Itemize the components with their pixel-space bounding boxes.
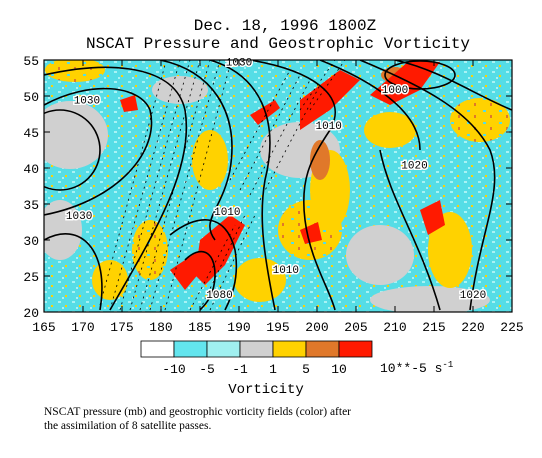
x-tick-label: 165	[32, 320, 55, 335]
colorbar-tick-label: 10	[331, 362, 347, 377]
x-tick-label: 190	[227, 320, 250, 335]
y-tick-label: 50	[23, 90, 39, 105]
colorbar-label: Vorticity	[228, 382, 304, 398]
colorbar-tick-label: -1	[232, 362, 248, 377]
caption-line-2: the assimilation of 8 satellite passes.	[44, 420, 212, 432]
wind-vectors	[99, 60, 346, 311]
contour-label: 1080	[206, 290, 232, 302]
colorbar-units: 10**-5 s-1	[380, 360, 453, 376]
x-tick-label: 185	[188, 320, 211, 335]
contour-label: 1020	[460, 290, 486, 302]
contour-label: 1000	[382, 85, 408, 97]
x-tick-label: 180	[149, 320, 172, 335]
caption-line-1: NSCAT pressure (mb) and geostrophic vort…	[44, 406, 352, 418]
chart-title: Dec. 18, 1996 1800Z	[194, 17, 377, 35]
x-tick-label: 225	[500, 320, 523, 335]
x-tick-label: 175	[110, 320, 133, 335]
colorbar-tick-label: 5	[302, 362, 310, 377]
x-tick-label: 205	[344, 320, 367, 335]
vorticity-field	[44, 60, 512, 312]
x-tick-label: 210	[383, 320, 406, 335]
x-tick-label: 195	[266, 320, 289, 335]
colorbar-tick-label: -10	[162, 362, 185, 377]
contour-label: 1030	[74, 96, 100, 108]
pressure-contours	[44, 60, 512, 311]
figure-caption: NSCAT pressure (mb) and geostrophic vort…	[44, 405, 514, 433]
y-tick-label: 30	[23, 234, 39, 249]
x-tick-label: 215	[422, 320, 445, 335]
colorbar-bin	[173, 340, 208, 358]
y-tick-label: 55	[23, 54, 39, 69]
contour-label: 1020	[401, 160, 427, 172]
contour-label: 1030	[66, 211, 92, 223]
y-tick-label: 40	[23, 162, 39, 177]
colorbar-bin	[239, 340, 274, 358]
colorbar: -10 -5 -1 1 5 10	[140, 340, 373, 377]
contour-label: 1010	[214, 207, 240, 219]
x-tick-label: 220	[461, 320, 484, 335]
y-tick-label: 25	[23, 270, 39, 285]
y-tick-label: 20	[23, 306, 39, 321]
x-tick-label: 200	[305, 320, 328, 335]
colorbar-bin	[206, 340, 241, 358]
x-axis: 165 170 175 180 185 190 195 200 205 210 215 220 225	[32, 60, 524, 335]
colorbar-tick-label: -5	[199, 362, 215, 377]
contour-label: 1010	[315, 121, 341, 133]
colorbar-bin	[140, 340, 175, 358]
contour-label: 1010	[273, 265, 299, 277]
x-tick-label: 170	[71, 320, 94, 335]
colorbar-bin	[338, 340, 373, 358]
colorbar-bin	[305, 340, 340, 358]
chart-subtitle: NSCAT Pressure and Geostrophic Vorticity	[86, 35, 470, 53]
y-tick-label: 45	[23, 126, 39, 141]
y-tick-label: 35	[23, 198, 39, 213]
colorbar-bin	[272, 340, 307, 358]
colorbar-tick-label: 1	[269, 362, 277, 377]
y-axis: 20 25 30 35 40 45 50 55	[23, 54, 512, 321]
